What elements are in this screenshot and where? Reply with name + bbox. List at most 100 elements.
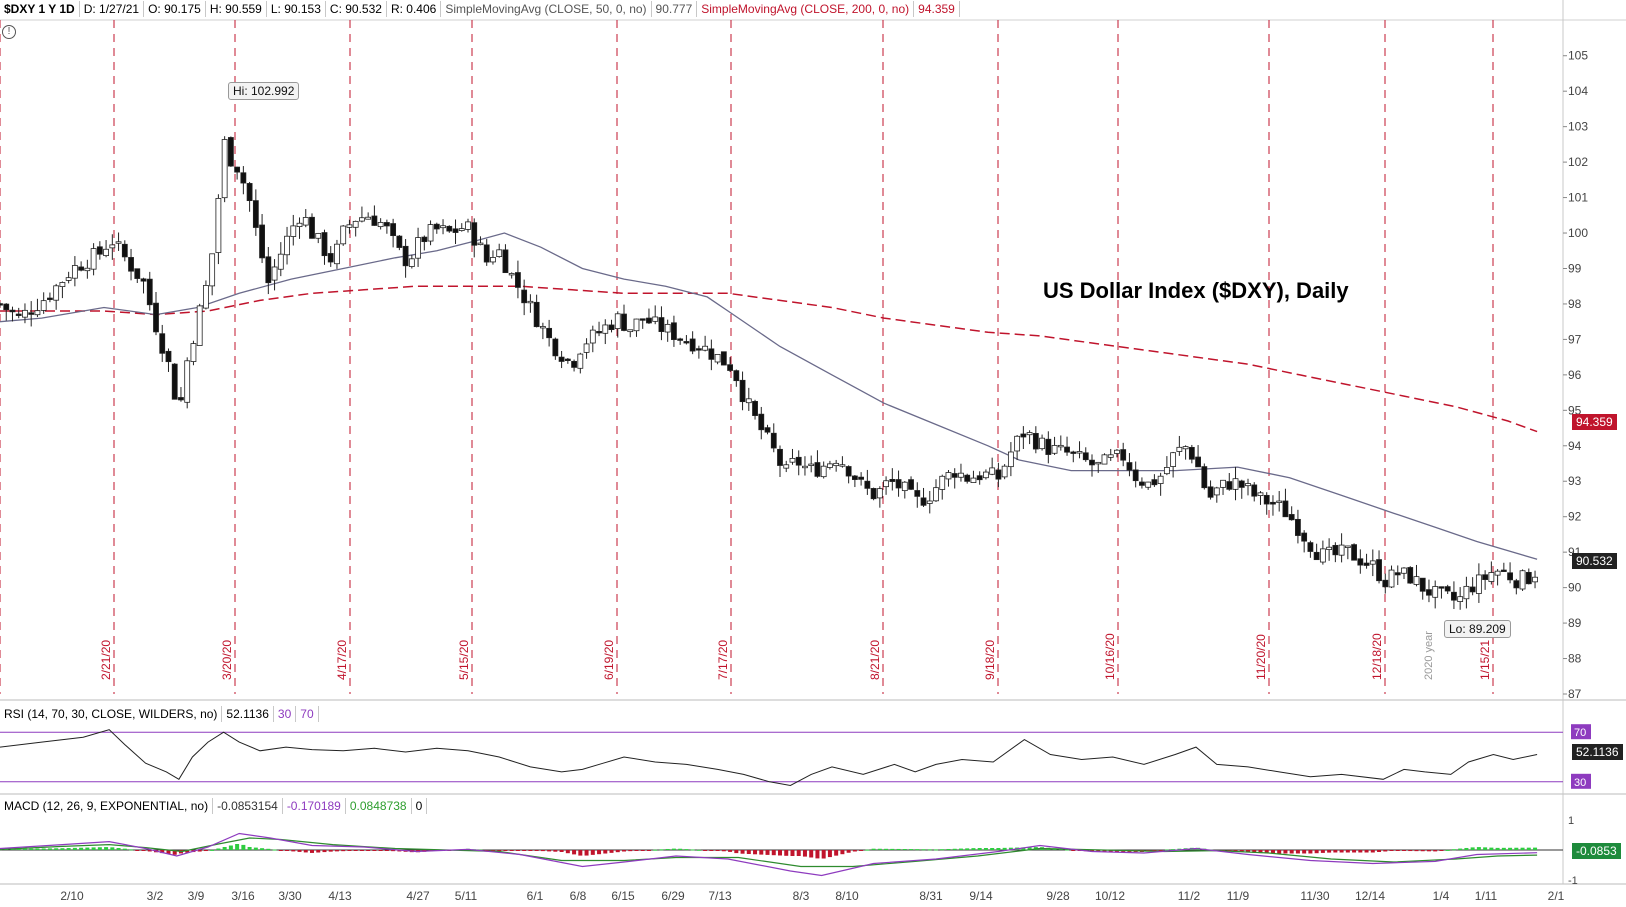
candle-body (758, 413, 765, 431)
y-tick-label: 103 (1568, 120, 1588, 134)
candle-body (583, 343, 590, 353)
candle-body (633, 318, 640, 332)
macd-histogram-bar (497, 850, 502, 851)
candle-body (552, 338, 559, 357)
candle-body (1163, 467, 1170, 475)
candle-body (777, 448, 783, 466)
sma50-study-label[interactable]: SimpleMovingAvg (CLOSE, 50, 0, no) (441, 1, 652, 17)
candle-body (1451, 591, 1457, 601)
candle-body (1319, 548, 1326, 563)
macd-histogram-bar (210, 849, 215, 851)
macd-histogram-bar (765, 850, 770, 855)
macd-histogram-bar (172, 850, 177, 855)
candle-body (421, 236, 428, 243)
macd-histogram-bar (1333, 850, 1338, 853)
candle-body (1413, 576, 1420, 585)
macd-study-label[interactable]: MACD (12, 26, 9, EXPONENTIAL, no) (0, 798, 214, 814)
candle-body (733, 370, 740, 382)
macd-histogram-bar (952, 848, 957, 850)
candle-body (652, 316, 659, 322)
macd-histogram-bar (1483, 847, 1488, 850)
macd-histogram-bar (622, 850, 626, 852)
candle-body (1020, 433, 1027, 438)
candle-body (1313, 551, 1320, 561)
candle-body (402, 245, 409, 267)
candle-body (970, 477, 977, 483)
macd-histogram-bar (1514, 847, 1519, 850)
sma50-value: 90.777 (652, 1, 698, 17)
candle-body (159, 333, 166, 354)
y-tick-label: 94 (1568, 439, 1582, 453)
macd-histogram-bar (1021, 847, 1026, 850)
event-date-label: 4/17/20 (335, 640, 349, 680)
macd-histogram-bar (484, 850, 489, 851)
candle-body (783, 464, 790, 469)
candle-body (1026, 432, 1033, 436)
sma200-study-label[interactable]: SimpleMovingAvg (CLOSE, 200, 0, no) (697, 1, 915, 17)
candle-body (1057, 444, 1064, 448)
macd-histogram-bar (846, 850, 851, 853)
macd-histogram-bar (709, 850, 714, 851)
candle-body (1432, 586, 1439, 598)
candle-body (539, 326, 546, 329)
x-tick-label: 4/13 (328, 889, 352, 903)
candle-body (0, 303, 3, 306)
macd-histogram-bar (559, 850, 564, 852)
candle-body (427, 224, 434, 242)
y-tick-label: 99 (1568, 261, 1582, 275)
macd-histogram-bar (728, 850, 733, 852)
macd-histogram-bar (372, 850, 377, 851)
alert-icon[interactable]: ! (2, 25, 16, 39)
x-tick-label: 11/2 (1178, 889, 1201, 903)
rsi-study-label[interactable]: RSI (14, 70, 30, CLOSE, WILDERS, no) (0, 706, 223, 722)
candle-body (833, 462, 840, 467)
candle-body (1338, 544, 1345, 556)
candle-body (621, 313, 627, 331)
candle-body (770, 432, 777, 449)
candle-body (1394, 572, 1401, 576)
macd-histogram-bar (1433, 850, 1438, 852)
macd-histogram-bar (1270, 850, 1275, 854)
rsi-value: 52.1136 (222, 706, 274, 722)
x-tick-label: 9/14 (969, 889, 993, 903)
macd-histogram-bar (1258, 850, 1263, 854)
macd-histogram-bar (1501, 847, 1506, 850)
macd-histogram-bar (927, 849, 932, 851)
y-tick-label: 104 (1568, 84, 1588, 98)
candle-body (1070, 451, 1077, 454)
x-tick-label: 2/10 (60, 889, 84, 903)
macd-histogram-bar (272, 849, 277, 851)
macd-histogram-bar (746, 850, 751, 854)
y-tick-label: 88 (1568, 652, 1582, 666)
candle-body (165, 350, 172, 363)
macd-histogram-bar (628, 850, 633, 852)
macd-histogram-bar (1027, 847, 1032, 850)
candle-body (28, 312, 35, 315)
candle-body (958, 472, 964, 478)
macd-histogram-bar (753, 850, 758, 855)
macd-histogram-bar (1470, 847, 1475, 850)
x-tick-label: 1/11 (1475, 889, 1498, 903)
rsi-level-tag-label: 70 (1574, 727, 1586, 739)
candle-body (321, 232, 328, 257)
candle-body (40, 300, 47, 311)
candle-body (103, 248, 109, 257)
candle-body (1257, 492, 1264, 496)
candles (0, 136, 1538, 610)
candle-body (677, 338, 684, 341)
macd-histogram-bar (222, 847, 227, 850)
candle-body (490, 257, 496, 263)
macd-histogram-bar (91, 847, 96, 850)
candle-body (646, 317, 652, 324)
x-tick-label: 8/3 (793, 889, 810, 903)
x-tick-label: 1/4 (1433, 889, 1450, 903)
macd-histogram-bar (72, 847, 77, 850)
macd-histogram-bar (572, 850, 577, 855)
macd-histogram-bar (771, 850, 776, 856)
candle-body (864, 480, 871, 489)
macd-histogram-bar (1489, 847, 1494, 850)
y-tick-label: 105 (1568, 49, 1588, 63)
symbol-label[interactable]: $DXY 1 Y 1D (0, 1, 80, 17)
candle-body (1245, 483, 1251, 487)
candle-body (964, 474, 971, 482)
